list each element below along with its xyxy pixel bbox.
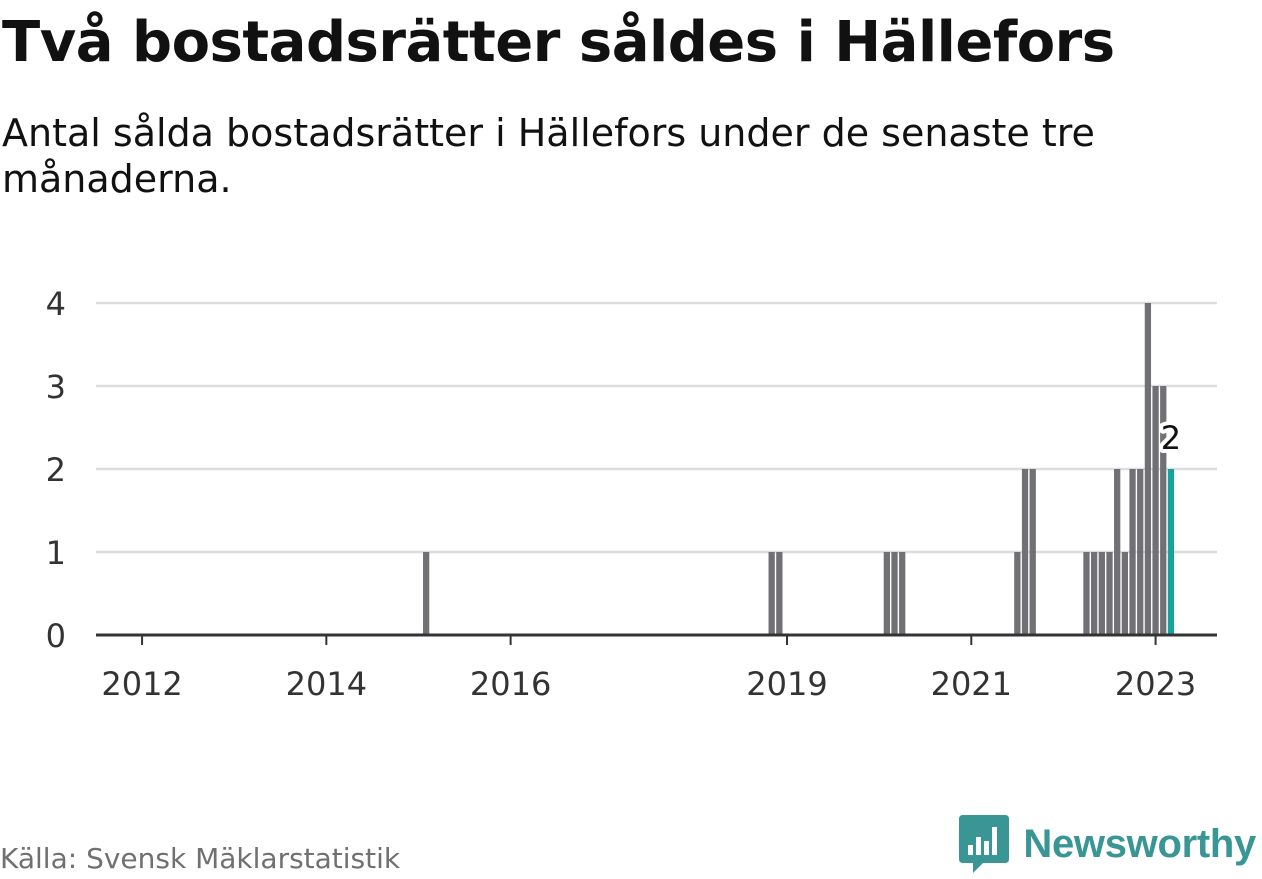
x-tick-label: 2021: [931, 665, 1012, 703]
bar: [1106, 552, 1113, 635]
y-tick-label: 4: [46, 285, 66, 323]
y-tick-label: 1: [46, 534, 66, 572]
bar: [776, 552, 783, 635]
bar: [1129, 469, 1136, 635]
bar: [768, 552, 775, 635]
bar: [1098, 552, 1105, 635]
bar: [1144, 303, 1152, 635]
x-tick-label: 2014: [286, 665, 367, 703]
bar: [1137, 469, 1144, 635]
bar: [1021, 469, 1029, 635]
bar: [1121, 552, 1129, 635]
bar: [1014, 552, 1021, 635]
bar: [1114, 469, 1121, 635]
bar-highlight: [1167, 469, 1175, 635]
x-tick-label: 2019: [746, 665, 827, 703]
bar: [899, 552, 906, 635]
bar: [423, 552, 430, 635]
x-tick-label: 2012: [101, 665, 182, 703]
bar: [1029, 469, 1036, 635]
annotation-halo: 2: [1161, 419, 1181, 457]
brand-name: Newsworthy: [1023, 821, 1256, 866]
brand-logo: Newsworthy: [959, 815, 1256, 873]
y-tick-label: 3: [46, 368, 66, 406]
bar: [1091, 552, 1098, 635]
x-tick-label: 2016: [470, 665, 551, 703]
annotation-label: 2: [1161, 419, 1181, 457]
source-note: Källa: Svensk Mäklarstatistik: [0, 842, 401, 875]
bar: [1152, 386, 1159, 635]
bar-chart-logo-icon: [959, 815, 1010, 873]
bar: [1083, 552, 1090, 635]
y-tick-label: 2: [46, 451, 66, 489]
bar: [1160, 386, 1167, 635]
chart-subtitle: Antal sålda bostadsrätter i Hällefors un…: [2, 111, 1095, 201]
bar: [883, 552, 890, 635]
bar: [891, 552, 898, 635]
chart-title: Två bostadsrätter såldes i Hällefors: [2, 10, 1115, 75]
x-tick-label: 2023: [1115, 665, 1196, 703]
y-tick-label: 0: [46, 617, 66, 655]
